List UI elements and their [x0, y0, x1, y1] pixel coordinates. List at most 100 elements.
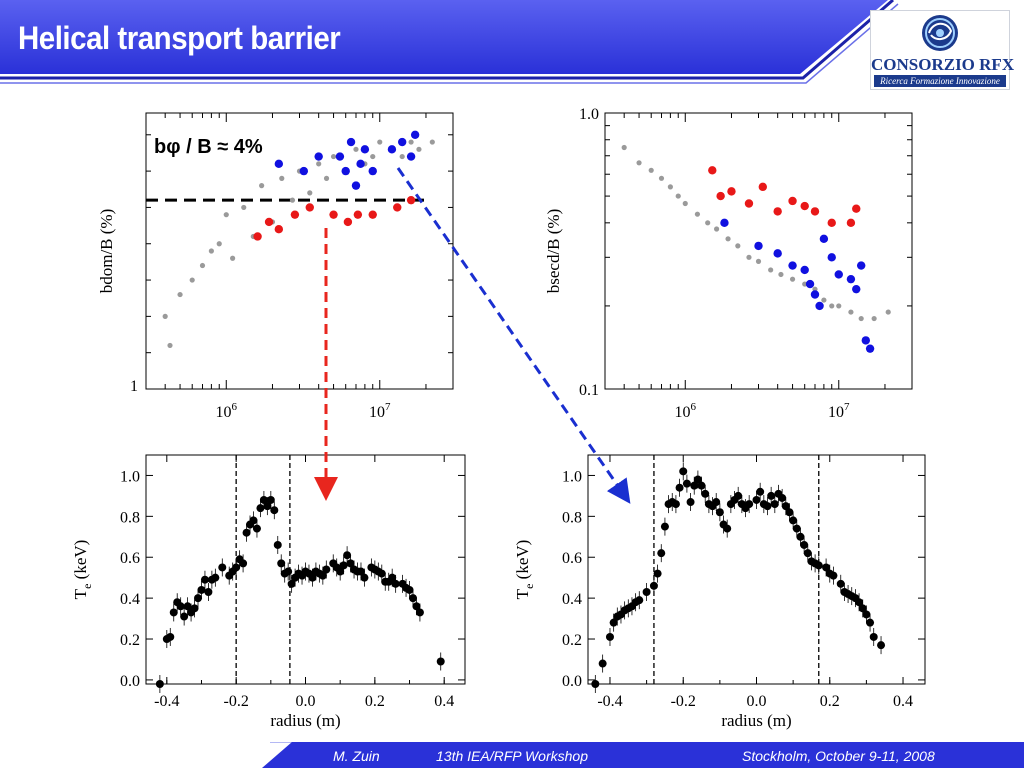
chart3-ytick-label: 0.0 [120, 673, 140, 690]
chart4-point [598, 659, 607, 668]
chart4-xtick-label: 0.2 [820, 693, 840, 710]
chart2-point [789, 276, 796, 282]
chart1-annotation: bφ / B ≈ 4% [154, 136, 263, 158]
chart2-point [802, 281, 808, 287]
chart2-point [846, 274, 856, 284]
chart1-point [305, 203, 314, 212]
chart4-xlabel: radius (m) [721, 711, 791, 730]
chart4-ylabel: Te (keV) [513, 540, 536, 600]
chart1-point [387, 145, 397, 154]
chart4-point [767, 491, 776, 500]
chart4-point [723, 524, 732, 533]
chart2-point [815, 301, 824, 311]
chart3-point [405, 585, 414, 594]
chart1-point [274, 225, 284, 234]
chart4-point [682, 479, 691, 488]
chart2-point [885, 309, 891, 315]
chart3-point [388, 573, 397, 582]
chart4-point [814, 561, 823, 570]
chart4-point [605, 632, 614, 641]
chart3-ylabel: Te (keV) [71, 540, 94, 600]
chart3-point [377, 569, 386, 578]
chart2-point [675, 193, 681, 199]
chart2-point [636, 160, 642, 166]
chart1-ytick-label: 1 [130, 378, 138, 395]
chart1-point [208, 248, 214, 254]
chart3-point [436, 657, 445, 666]
chart1-point [356, 159, 365, 169]
chart2-point [788, 196, 797, 206]
chart2-point [773, 249, 782, 258]
chart4-point [877, 641, 886, 650]
chart3-point [343, 551, 352, 560]
chart3-ytick-label: 0.6 [120, 550, 140, 567]
chart1-point [162, 313, 168, 319]
chart4-ytick-label: 0.0 [562, 673, 582, 690]
chart2-point [846, 218, 856, 228]
chart1-xtick-label: 107 [369, 401, 391, 421]
header-banner [0, 0, 899, 84]
chart1-point [406, 195, 416, 205]
chart4-frame [587, 454, 926, 685]
chart1-point [346, 137, 356, 147]
chart2-ylabel: bsecd/B (%) [544, 209, 563, 294]
chart2-point [788, 261, 797, 270]
chart3-point [415, 608, 424, 617]
chart3-point [391, 579, 400, 588]
consorzio-rfx-logo: CONSORZIO RFX Ricerca Formazione Innovaz… [870, 10, 1015, 90]
chart3-xlabel: radius (m) [270, 711, 340, 730]
chart4-point [770, 500, 779, 509]
chart3-point [322, 565, 331, 574]
chart1-point [399, 153, 405, 160]
chart4-point [649, 581, 658, 590]
chart2-point [758, 182, 768, 192]
chart4-point [657, 549, 666, 558]
chart4-xtick-label: -0.2 [671, 693, 696, 710]
chart1-point [177, 291, 183, 298]
chart2-point [682, 200, 688, 207]
chart3-point [360, 573, 369, 582]
chart1-point [230, 255, 236, 261]
charts-area: 106 107 1 bdom/B (%) bφ / B ≈ 4% 106 107 1.0 0.1… [71, 106, 926, 730]
chart2-point [865, 344, 875, 353]
chart4-point [642, 587, 651, 596]
logo-name: CONSORZIO RFX [871, 55, 1015, 74]
chart2-point [725, 236, 731, 242]
logo-tagline: Ricerca Formazione Innovazione [874, 75, 1006, 87]
chart2-point [852, 204, 861, 213]
chart3-point [242, 528, 251, 537]
chart3-xtick-label: 0.2 [365, 693, 385, 710]
chart2-point [834, 270, 843, 279]
chart3-point [180, 612, 189, 621]
chart1-point [406, 152, 416, 161]
chart2-point [768, 267, 774, 273]
chart3-point [204, 587, 213, 596]
chart4-xtick-label: 0.0 [747, 693, 767, 710]
chart3-point [176, 602, 185, 611]
chart4-point [693, 475, 702, 484]
chart4-point [679, 467, 688, 476]
chart3-point [270, 506, 279, 515]
chart2-point [705, 220, 711, 226]
chart3-xtick-label: 0.4 [434, 693, 454, 710]
chart1-point [314, 152, 323, 161]
chart1-point [377, 139, 383, 145]
chart2-xtick-label: 106 [675, 401, 697, 421]
chart1-ylabel: bdom/B (%) [97, 209, 116, 294]
chart4-point [803, 549, 812, 558]
chart2-point [861, 336, 870, 345]
chart2-point [827, 218, 836, 228]
chart4-point [756, 487, 765, 496]
chart3-point [252, 524, 261, 533]
swirl-logo-icon [922, 15, 958, 51]
chart4-point [671, 500, 680, 509]
chart4-point [792, 524, 801, 533]
chart3-point [169, 608, 178, 617]
chart2-point [871, 315, 877, 322]
chart2-point [836, 303, 842, 309]
chart4-point [697, 481, 706, 490]
chart3-point [218, 563, 227, 572]
chart4-ytick-label: 0.4 [562, 591, 582, 608]
chart2-point [810, 290, 820, 299]
chart4-ytick-label: 0.2 [562, 632, 582, 649]
